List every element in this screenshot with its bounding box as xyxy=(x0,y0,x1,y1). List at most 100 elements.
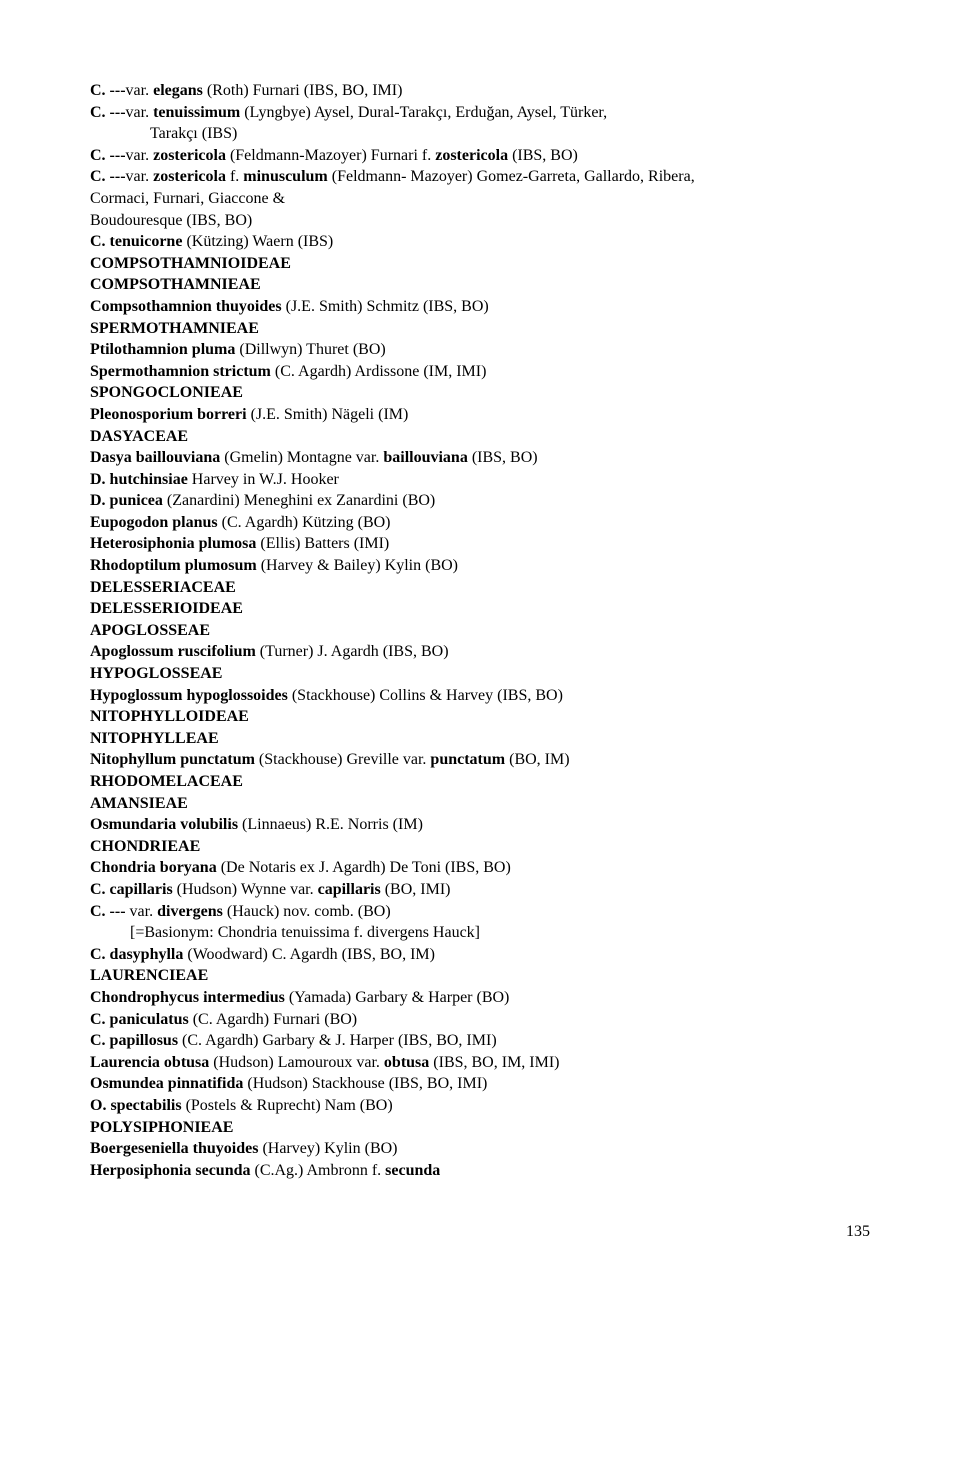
text-line: Eupogodon planus (C. Agardh) Kützing (BO… xyxy=(90,512,870,534)
text-segment: AMANSIEAE xyxy=(90,795,188,812)
text-segment: SPONGOCLONIEAE xyxy=(90,384,243,401)
text-segment: COMPSOTHAMNIEAE xyxy=(90,276,261,293)
text-line: Chondrophycus intermedius (Yamada) Garba… xyxy=(90,987,870,1009)
text-segment: (Hudson) Stackhouse (IBS, BO, IMI) xyxy=(247,1075,487,1092)
text-segment: zostericola xyxy=(153,147,230,164)
text-segment: Osmundea pinnatifida xyxy=(90,1075,247,1092)
text-segment: DELESSERIACEAE xyxy=(90,579,236,596)
text-line: Cormaci, Furnari, Giaccone & xyxy=(90,188,870,210)
text-segment: Compsothamnion thuyoides xyxy=(90,298,286,315)
text-segment: baillouviana xyxy=(383,449,471,466)
text-segment: Dasya baillouviana xyxy=(90,449,224,466)
text-segment: obtusa xyxy=(384,1054,433,1071)
text-segment: secunda xyxy=(385,1162,440,1179)
text-segment: (IBS, BO) xyxy=(512,147,578,164)
text-segment: (BO, IMI) xyxy=(385,881,451,898)
text-line: C. ---var. zostericola (Feldmann-Mazoyer… xyxy=(90,145,870,167)
text-segment: Cormaci, Furnari, Giaccone & xyxy=(90,190,285,207)
text-line: C. ---var. tenuissimum (Lyngbye) Aysel, … xyxy=(90,102,870,124)
text-segment: (Turner) J. Agardh (IBS, BO) xyxy=(260,643,449,660)
text-segment: Eupogodon planus xyxy=(90,514,222,531)
text-segment: tenuissimum xyxy=(153,104,244,121)
text-line: Heterosiphonia plumosa (Ellis) Batters (… xyxy=(90,533,870,555)
text-segment: (J.E. Smith) Nägeli (IM) xyxy=(251,406,409,423)
text-line: Ptilothamnion pluma (Dillwyn) Thuret (BO… xyxy=(90,339,870,361)
text-line: NITOPHYLLEAE xyxy=(90,728,870,750)
text-segment: Boudouresque (IBS, BO) xyxy=(90,212,252,229)
text-segment: C. papillosus xyxy=(90,1032,182,1049)
text-line: Hypoglossum hypoglossoides (Stackhouse) … xyxy=(90,685,870,707)
text-line: APOGLOSSEAE xyxy=(90,620,870,642)
text-segment: COMPSOTHAMNIOIDEAE xyxy=(90,255,291,272)
text-line: SPERMOTHAMNIEAE xyxy=(90,318,870,340)
text-segment: Harvey in W.J. Hooker xyxy=(192,471,339,488)
text-line: Pleonosporium borreri (J.E. Smith) Nägel… xyxy=(90,404,870,426)
text-line: C. ---var. zostericola f. minusculum (Fe… xyxy=(90,166,870,188)
text-segment: C. --- xyxy=(90,82,126,99)
text-line: DELESSERIACEAE xyxy=(90,577,870,599)
text-line: C. papillosus (C. Agardh) Garbary & J. H… xyxy=(90,1030,870,1052)
text-segment: (Hudson) Wynne var. xyxy=(177,881,318,898)
text-line: RHODOMELACEAE xyxy=(90,771,870,793)
text-segment: (Stackhouse) Greville var. xyxy=(259,751,431,768)
text-segment: D. punicea xyxy=(90,492,167,509)
text-line: LAURENCIEAE xyxy=(90,965,870,987)
text-segment: (J.E. Smith) Schmitz (IBS, BO) xyxy=(286,298,489,315)
text-line: POLYSIPHONIEAE xyxy=(90,1117,870,1139)
text-segment: C. --- xyxy=(90,104,126,121)
text-segment: (Ellis) Batters (IMI) xyxy=(260,535,389,552)
text-segment: Tarakçı (IBS) xyxy=(150,125,237,142)
text-line: Tarakçı (IBS) xyxy=(90,123,870,145)
text-line: Dasya baillouviana (Gmelin) Montagne var… xyxy=(90,447,870,469)
text-line: HYPOGLOSSEAE xyxy=(90,663,870,685)
text-segment: Hypoglossum hypoglossoides xyxy=(90,687,292,704)
text-segment: POLYSIPHONIEAE xyxy=(90,1119,233,1136)
text-segment: C. --- xyxy=(90,903,130,920)
text-segment: (Woodward) C. Agardh (IBS, BO, IM) xyxy=(187,946,435,963)
text-segment: (C. Agardh) Garbary & J. Harper (IBS, BO… xyxy=(182,1032,497,1049)
text-line: CHONDRIEAE xyxy=(90,836,870,858)
text-segment: LAURENCIEAE xyxy=(90,967,208,984)
text-line: AMANSIEAE xyxy=(90,793,870,815)
text-line: [=Basionym: Chondria tenuissima f. diver… xyxy=(90,922,870,944)
text-line: Osmundaria volubilis (Linnaeus) R.E. Nor… xyxy=(90,814,870,836)
text-line: Rhodoptilum plumosum (Harvey & Bailey) K… xyxy=(90,555,870,577)
text-segment: Chondrophycus intermedius xyxy=(90,989,289,1006)
text-segment: var. xyxy=(130,903,158,920)
text-segment: (Roth) Furnari (IBS, BO, IMI) xyxy=(207,82,403,99)
text-line: Herposiphonia secunda (C.Ag.) Ambronn f.… xyxy=(90,1160,870,1182)
text-segment: HYPOGLOSSEAE xyxy=(90,665,222,682)
text-line: DASYACEAE xyxy=(90,426,870,448)
text-segment: (Yamada) Garbary & Harper (BO) xyxy=(289,989,510,1006)
text-line: Boudouresque (IBS, BO) xyxy=(90,210,870,232)
text-segment: (Gmelin) Montagne var. xyxy=(224,449,383,466)
text-segment: C. dasyphylla xyxy=(90,946,187,963)
text-segment: var. xyxy=(126,147,154,164)
text-segment: (C. Agardh) Kützing (BO) xyxy=(222,514,391,531)
text-line: Chondria boryana (De Notaris ex J. Agard… xyxy=(90,857,870,879)
text-line: O. spectabilis (Postels & Ruprecht) Nam … xyxy=(90,1095,870,1117)
text-segment: Spermothamnion strictum xyxy=(90,363,275,380)
text-segment: (Lyngbye) Aysel, Dural-Tarakçı, Erduğan,… xyxy=(244,104,607,121)
text-line: C. paniculatus (C. Agardh) Furnari (BO) xyxy=(90,1009,870,1031)
text-segment: [=Basionym: Chondria tenuissima f. diver… xyxy=(130,924,480,941)
text-segment: Osmundaria volubilis xyxy=(90,816,242,833)
text-segment: (Linnaeus) R.E. Norris (IM) xyxy=(242,816,423,833)
text-segment: Rhodoptilum plumosum xyxy=(90,557,261,574)
text-segment: O. spectabilis xyxy=(90,1097,186,1114)
text-segment: Heterosiphonia plumosa xyxy=(90,535,260,552)
text-segment: Laurencia obtusa xyxy=(90,1054,213,1071)
text-segment: var. xyxy=(126,104,154,121)
text-segment: D. hutchinsiae xyxy=(90,471,192,488)
text-segment: DELESSERIOIDEAE xyxy=(90,600,243,617)
text-segment: DASYACEAE xyxy=(90,428,188,445)
text-segment: (IBS, BO, IM, IMI) xyxy=(433,1054,559,1071)
text-line: Laurencia obtusa (Hudson) Lamouroux var.… xyxy=(90,1052,870,1074)
text-segment: zostericola xyxy=(435,147,512,164)
text-segment: APOGLOSSEAE xyxy=(90,622,210,639)
text-segment: var. xyxy=(126,168,154,185)
text-line: NITOPHYLLOIDEAE xyxy=(90,706,870,728)
text-segment: (C.Ag.) Ambronn f. xyxy=(254,1162,385,1179)
text-segment: Apoglossum ruscifolium xyxy=(90,643,260,660)
text-line: C. capillaris (Hudson) Wynne var. capill… xyxy=(90,879,870,901)
